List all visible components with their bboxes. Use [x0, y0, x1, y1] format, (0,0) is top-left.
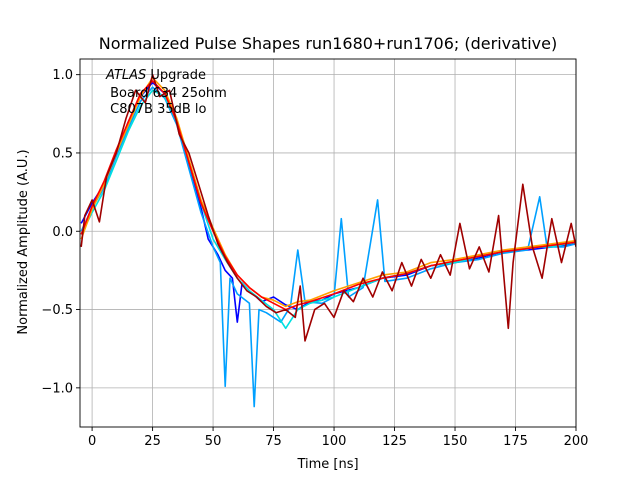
grid: [80, 59, 577, 427]
x-tick-label-5: 125: [382, 434, 407, 449]
annotation-line2: Board 634 25ohm: [106, 86, 227, 101]
annotation-line1: Upgrade: [146, 68, 206, 83]
annotation: ATLAS Upgrade Board 634 25ohm C807B 35dB…: [105, 68, 227, 117]
x-tick-label-8: 200: [564, 434, 589, 449]
ticks: 0 25 50 75 100 125 150 175 200 −1.0 −0.5 0.0 0.5 1.0: [41, 68, 588, 449]
x-tick-label-0: 0: [88, 434, 96, 449]
plot-frame: [79, 58, 577, 428]
y-tick-label-3: 0.5: [52, 146, 73, 161]
x-tick-label-2: 50: [205, 434, 222, 449]
y-tick-label-0: −1.0: [41, 381, 73, 396]
series-line-5: [80, 80, 576, 311]
y-tick-label-1: −0.5: [41, 303, 73, 318]
svg-text:ATLAS Upgrade: ATLAS Upgrade: [105, 68, 206, 83]
x-axis-label: Time [ns]: [296, 457, 358, 472]
x-tick-label-1: 25: [144, 434, 161, 449]
series-layer: [80, 73, 576, 408]
y-tick-label-2: 0.0: [52, 225, 73, 240]
annotation-atlas: ATLAS: [105, 68, 146, 83]
series-line-6: [80, 73, 576, 342]
x-tick-label-7: 175: [503, 434, 528, 449]
y-axis-label: Normalized Amplitude (A.U.): [16, 149, 31, 334]
chart-title: Normalized Pulse Shapes run1680+run1706;…: [99, 34, 557, 53]
series-line-3: [80, 89, 576, 330]
x-tick-label-3: 75: [265, 434, 282, 449]
y-tick-label-4: 1.0: [52, 68, 73, 83]
x-tick-label-6: 150: [443, 434, 468, 449]
x-tick-label-4: 100: [322, 434, 347, 449]
annotation-line3: C807B 35dB lo: [106, 102, 207, 117]
series-line-1: [80, 81, 576, 323]
